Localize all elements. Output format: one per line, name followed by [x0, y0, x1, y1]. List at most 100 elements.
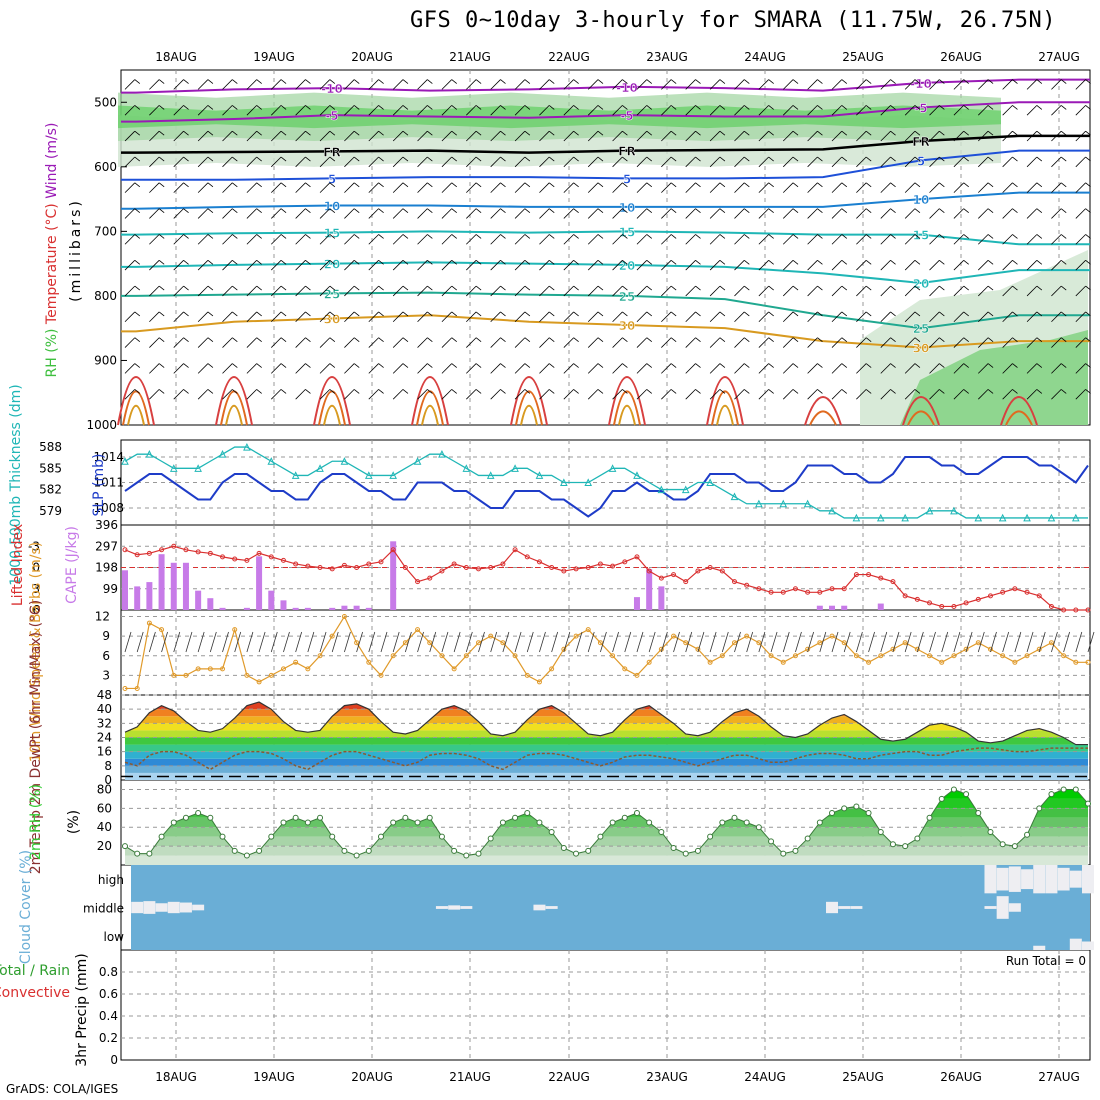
rh-marker	[609, 819, 616, 826]
wind-barb	[451, 234, 457, 239]
wind-barb	[612, 260, 623, 271]
cloud-low-bar	[1082, 941, 1094, 950]
wind10-tick-label: 9	[102, 629, 110, 643]
wind-barb	[1012, 285, 1018, 291]
wind-barb	[782, 337, 794, 348]
wind-barb	[914, 105, 921, 110]
wind-barb	[353, 105, 360, 110]
wind-barb	[427, 234, 433, 239]
wind10-marker	[768, 653, 774, 659]
wind-barb	[295, 285, 306, 297]
wind-barb	[1085, 311, 1091, 317]
wind-barb	[904, 105, 916, 116]
wind-barb	[441, 389, 453, 400]
wind-barb	[734, 363, 745, 374]
wind-barb	[149, 156, 160, 168]
wind10-marker	[1012, 659, 1018, 665]
wind-barb	[344, 130, 355, 142]
wind-barb	[222, 363, 233, 374]
wind-barb	[695, 130, 701, 136]
wind-barb	[1036, 389, 1043, 394]
wind-barb	[1026, 234, 1038, 245]
wind-barb	[1075, 79, 1086, 90]
rh-marker	[865, 810, 872, 817]
wind-barb	[280, 156, 287, 162]
wind-barb	[670, 156, 677, 162]
lifted-index-marker	[390, 547, 396, 553]
wind-barb	[441, 337, 453, 348]
wind-barb	[417, 208, 428, 219]
wind-barb	[319, 156, 331, 168]
isotherm-label: -10	[321, 82, 343, 96]
chart-title: GFS 0~10day 3-hourly for SMARA (11.75W, …	[410, 8, 1057, 33]
bl-contour	[220, 390, 248, 426]
rh-marker	[122, 843, 128, 850]
wind-barb	[280, 259, 287, 265]
wind10-barb	[1038, 631, 1046, 653]
rh-marker	[524, 810, 531, 817]
lifted-index-marker	[975, 596, 981, 602]
cape-ylabel: CAPE (J/kg)	[64, 526, 80, 604]
lifted-index-marker	[768, 589, 774, 595]
wind-barb	[183, 363, 189, 368]
isotherm-label: -5	[325, 109, 338, 123]
date-label-top: 18AUG	[155, 50, 197, 64]
wind-barb	[807, 234, 818, 245]
wind-barb	[256, 234, 262, 239]
wind-barb	[646, 156, 653, 162]
wind-barb	[563, 337, 574, 348]
wind-barb	[232, 259, 238, 265]
wind10-marker	[1000, 653, 1006, 659]
wind-barb	[865, 79, 872, 84]
wind-barb	[305, 208, 311, 213]
cape-bar	[304, 607, 311, 610]
date-label-bottom: 18AUG	[155, 1070, 197, 1084]
wind-barb	[222, 182, 233, 193]
wind-barb	[890, 259, 896, 265]
wind-barb	[963, 234, 969, 239]
cloud-ylabel: Cloud Cover (%)	[18, 850, 34, 964]
lifted-index-marker	[634, 554, 640, 560]
wind-barb	[1085, 130, 1091, 136]
wind-barb	[319, 389, 331, 400]
date-label-top: 19AUG	[253, 50, 295, 64]
wind-barb	[270, 182, 282, 193]
wind-barb	[392, 156, 404, 168]
wind-barb	[939, 208, 945, 213]
wind-barb	[734, 105, 745, 116]
wind-barb	[1060, 182, 1067, 188]
wind-barb	[587, 311, 599, 323]
wind10-barb	[526, 631, 534, 653]
rh-bands	[125, 789, 1088, 865]
wind-barb	[670, 363, 677, 368]
bl-contour	[122, 390, 150, 426]
wind-barb	[475, 259, 482, 265]
wind-barb	[392, 182, 404, 193]
wind-barb	[295, 208, 306, 219]
wind-barb	[524, 259, 531, 265]
thickness-marker	[1072, 513, 1080, 522]
wind-barb	[612, 363, 623, 374]
wind-barb	[183, 285, 189, 291]
wind-barb	[134, 208, 141, 213]
wind-barb	[1012, 182, 1018, 188]
wind-barb	[344, 182, 355, 193]
wind-barb	[1075, 311, 1086, 323]
wind-barb	[134, 105, 141, 110]
lifted-index-marker	[183, 547, 189, 553]
precip-convective-label: Convective	[0, 985, 70, 1001]
isotherm-label: -10	[616, 81, 638, 95]
wind-barb	[914, 79, 921, 84]
wind-barb	[207, 259, 214, 265]
slp-ylabel: SLP (mb)	[91, 453, 107, 516]
wind-barb	[807, 311, 818, 323]
wind10-marker	[634, 672, 640, 678]
wind-barb	[329, 337, 336, 343]
wind-barb	[597, 156, 604, 162]
wind-barb	[539, 260, 550, 271]
isotherm-10	[121, 191, 1090, 210]
lifted-index-marker	[402, 565, 408, 570]
wind-barb	[685, 285, 696, 297]
wind-barb	[514, 208, 526, 219]
wind-barb	[929, 311, 940, 323]
